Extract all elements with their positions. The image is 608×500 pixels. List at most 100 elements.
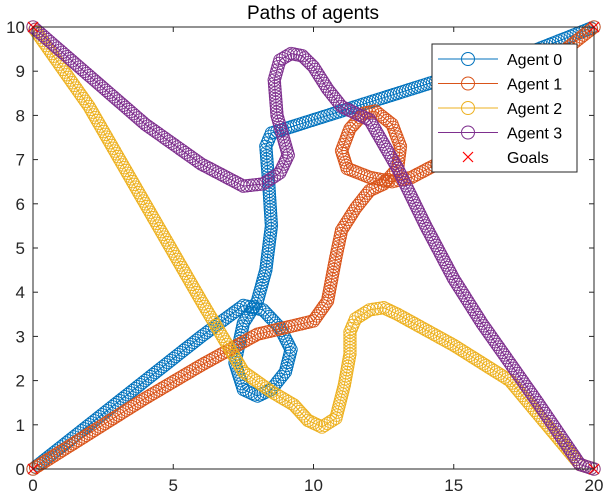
data-point [259,149,274,163]
data-point [269,102,284,116]
data-point [360,186,375,200]
legend-marker [461,101,475,115]
data-point [281,48,295,62]
data-point [249,374,263,388]
data-point [259,142,273,157]
data-point [319,296,333,311]
data-point [407,196,422,210]
data-point [312,306,326,321]
data-point [247,329,262,343]
x-tick-label: 10 [304,476,323,495]
series-1 [26,20,601,476]
legend-marker [461,76,475,91]
data-point [269,99,283,113]
data-point [239,366,253,381]
legend-item: Goals [462,150,549,167]
data-point [268,79,282,94]
data-point [246,178,260,192]
data-point [412,204,426,219]
data-point [254,377,268,392]
x-tick-label: 0 [28,476,37,495]
data-point [392,164,406,178]
data-point [410,202,424,216]
data-point [248,297,263,311]
legend-marker [461,125,475,140]
data-point [370,106,385,120]
data-point [343,328,357,342]
y-tick-label: 3 [16,327,25,346]
data-point [268,83,282,97]
legend-label: Agent 3 [507,126,562,143]
y-tick-label: 6 [16,195,25,214]
data-point [400,181,415,196]
data-point [236,179,251,193]
data-point [259,146,273,160]
data-point [343,334,357,349]
data-point [239,384,253,398]
y-tick-label: 5 [16,239,25,258]
data-point [398,176,412,190]
data-point [390,161,405,176]
legend-item: Agent 0 [438,52,562,69]
data-point [313,304,328,318]
x-tick-label: 20 [585,476,604,495]
data-point [315,301,329,316]
data-point [269,95,283,110]
y-tick-label: 10 [6,18,25,37]
data-point [269,92,283,106]
data-point [249,177,264,192]
data-point [405,190,419,204]
data-point [246,372,261,386]
y-tick-label: 2 [16,372,25,391]
x-tick-label: 5 [169,476,178,495]
series-3 [26,20,601,476]
legend-marker [461,52,475,66]
legend-label: Agent 2 [507,101,562,118]
data-point [326,413,340,427]
x-tick-label: 15 [444,476,463,495]
data-point [343,331,357,345]
data-point [268,89,283,103]
legend-item: Agent 3 [438,125,562,143]
data-point [399,179,413,193]
data-point [403,187,417,201]
data-point [239,179,254,193]
data-point [243,178,257,193]
legend: Agent 0 Agent 1 Agent 2 Agent 3 Goals [431,43,578,173]
legend-marker [462,151,474,163]
y-tick-label: 8 [16,106,25,125]
data-point [300,53,314,67]
y-tick-label: 9 [16,62,25,81]
legend-label: Goals [507,150,549,167]
legend-label: Agent 0 [507,52,562,69]
data-point [270,108,284,123]
data-point [582,24,596,38]
data-point [260,158,274,173]
data-point [402,184,416,199]
data-point [260,152,274,166]
data-point [267,76,282,90]
axes: 0 5 10 15 20 0 1 2 3 4 5 6 7 8 9 10 [6,18,603,495]
data-point [414,210,429,224]
data-point [317,299,331,313]
series-0 [26,20,601,476]
data-point [306,314,321,328]
data-point [362,303,377,317]
y-tick-label: 4 [16,283,25,302]
data-point [396,173,410,187]
data-point [584,22,599,36]
data-point [393,167,408,181]
legend-label: Agent 1 [507,77,562,94]
data-point [244,370,258,384]
data-point [409,199,423,213]
data-point [252,375,266,390]
chart-title: Paths of agents [247,3,379,24]
data-point [310,309,324,323]
y-tick-label: 0 [16,460,25,479]
data-point [373,301,387,315]
data-point [260,155,274,170]
data-point [297,51,312,65]
legend-item: Agent 2 [438,101,562,118]
data-point [416,213,430,227]
